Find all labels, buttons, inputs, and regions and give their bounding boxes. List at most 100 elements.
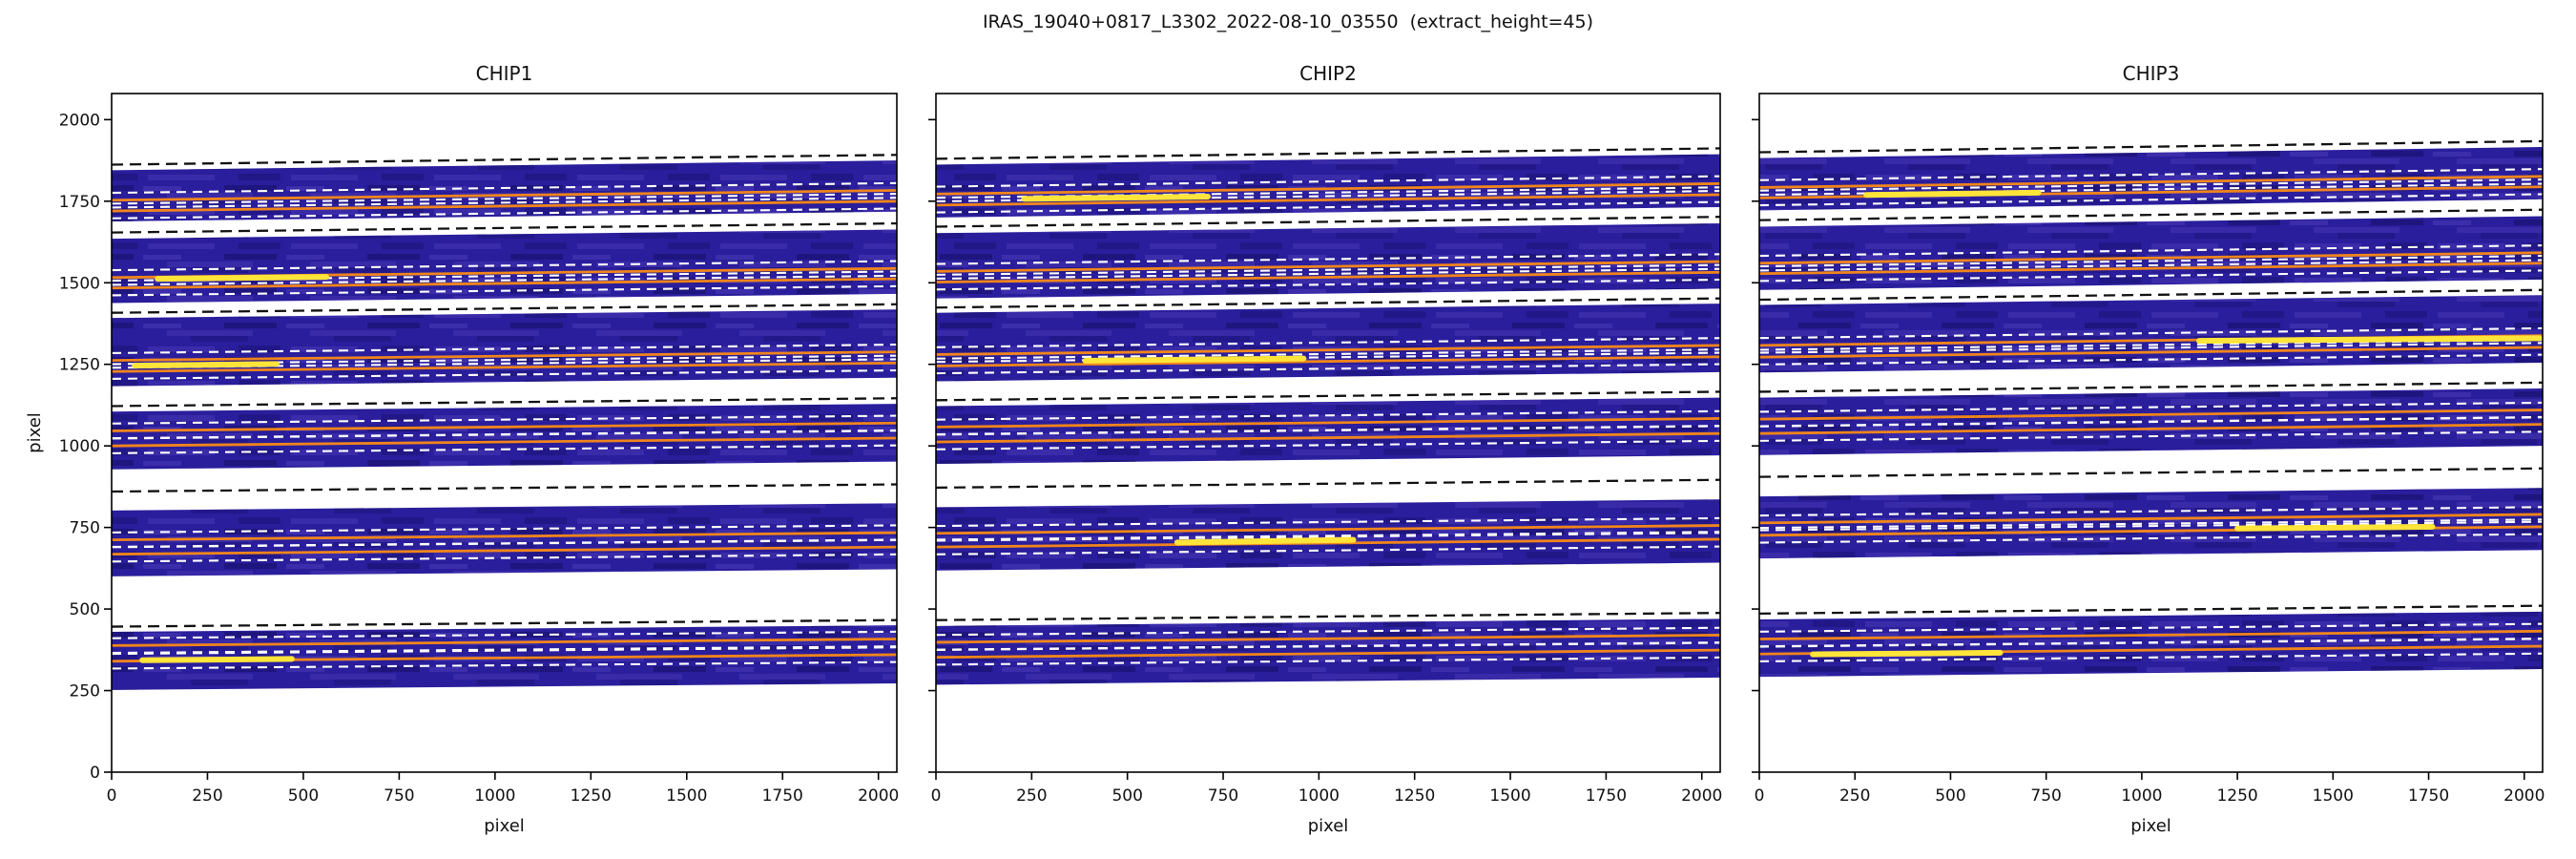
x-tick-label: 750 [1208,786,1238,806]
subplot-chip1: 0 250 500 750 1000 1250 1500 1750 2000 0 250 500 750… [25,62,899,836]
trace-line [112,638,897,647]
trace-line [936,181,1720,196]
trace-line [112,189,897,202]
aperture-line [112,429,897,440]
trace-highlight [2234,523,2436,532]
aperture-line [112,193,897,205]
x-tick-label: 0 [1755,786,1765,806]
trace-line [1759,409,2543,421]
trace-line [112,436,897,448]
trace-line [936,634,1720,644]
trace-line [936,648,1720,660]
trace-line [112,199,897,213]
aperture-line [1759,178,2543,192]
aperture-line [1759,622,2543,633]
aperture-line [112,660,897,670]
trace-line [936,524,1720,535]
x-tick-label: 1250 [571,786,612,806]
aperture-line [936,545,1720,555]
aperture-line [112,274,897,286]
aperture-line [1759,401,2543,413]
trace-highlight [1863,189,2042,199]
aperture-line [1759,430,2543,442]
x-tick-label: 0 [931,786,942,806]
order-edge-line [112,618,897,628]
aperture-line [112,343,897,354]
aperture-line [936,263,1720,276]
aperture-line [936,439,1720,450]
trace-line [112,545,897,556]
aperture-line [1759,244,2543,258]
subplot-title: CHIP3 [2123,62,2180,85]
aperture-line [112,645,897,655]
aperture-line [112,181,897,195]
aperture-line [112,197,897,209]
x-tick-label: 1750 [1586,786,1627,806]
y-tick-label: 750 [70,519,100,538]
trace-line [936,355,1720,367]
x-axis-label: pixel [2130,816,2171,836]
order-band-texture [112,503,897,576]
axes-spine [935,93,1721,773]
x-tick-label: 1250 [1394,786,1435,806]
trace-line [1759,513,2543,525]
aperture-line [112,538,897,549]
trace-line [1759,262,2543,276]
aperture-line [936,200,1720,214]
order-edge-line [1759,208,2543,221]
aperture-line [1759,652,2543,662]
aperture-line [1759,193,2543,207]
aperture-line [936,337,1720,348]
trace-line [112,277,897,290]
y-tick-label: 1250 [59,356,100,375]
figure-suptitle: IRAS_19040+0817_L3302_2022-08-10_03550 (… [982,11,1594,32]
axes-spine [1758,93,2544,773]
trace-line [936,260,1720,273]
aperture-line [936,532,1720,542]
order-edge-line [1759,139,2543,154]
order-edge-line [1759,381,2543,393]
order-edge-line [936,147,1720,160]
aperture-line [936,267,1720,281]
x-tick-label: 1500 [2313,786,2354,806]
order-band-texture [936,618,1720,685]
y-tick-label: 0 [90,764,100,783]
y-axis-label: pixel [25,412,45,453]
x-tick-label: 500 [1935,786,1965,806]
x-tick-label: 1000 [1298,786,1340,806]
trace-highlight [155,274,330,283]
subplot-chip3: 0 250 500 750 1000 1250 1500 1750 2000 CHIP3 pixel [1752,62,2545,836]
aperture-line [1759,637,2543,648]
order-band-texture [112,160,897,221]
x-tick-label: 500 [1111,786,1142,806]
aperture-line [1759,255,2543,268]
x-tick-label: 1000 [474,786,515,806]
trace-line [936,270,1720,283]
trace-line [112,531,897,542]
x-tick-label: 750 [2030,786,2061,806]
subplot-title: CHIP2 [1299,62,1357,85]
aperture-line [1759,518,2543,530]
plot-area-chip2 [936,147,1720,685]
trace-highlight [1810,649,2004,658]
aperture-line [936,348,1720,360]
aperture-line [936,641,1720,651]
order-edge-line [936,297,1720,309]
aperture-line [1759,353,2543,366]
order-band-texture [112,404,897,470]
x-tick-label: 1000 [2121,786,2162,806]
order-edge-line [1759,288,2543,302]
subplot-title: CHIP1 [476,62,533,85]
aperture-line [112,524,897,534]
aperture-line [936,253,1720,265]
x-axis-label: pixel [484,816,525,836]
trace-highlight [1082,355,1307,364]
aperture-line [112,260,897,272]
aperture-line [936,425,1720,436]
aperture-line [1759,533,2543,544]
aperture-line [936,175,1720,188]
order-band-texture [1759,611,2543,678]
aperture-line [112,368,897,380]
